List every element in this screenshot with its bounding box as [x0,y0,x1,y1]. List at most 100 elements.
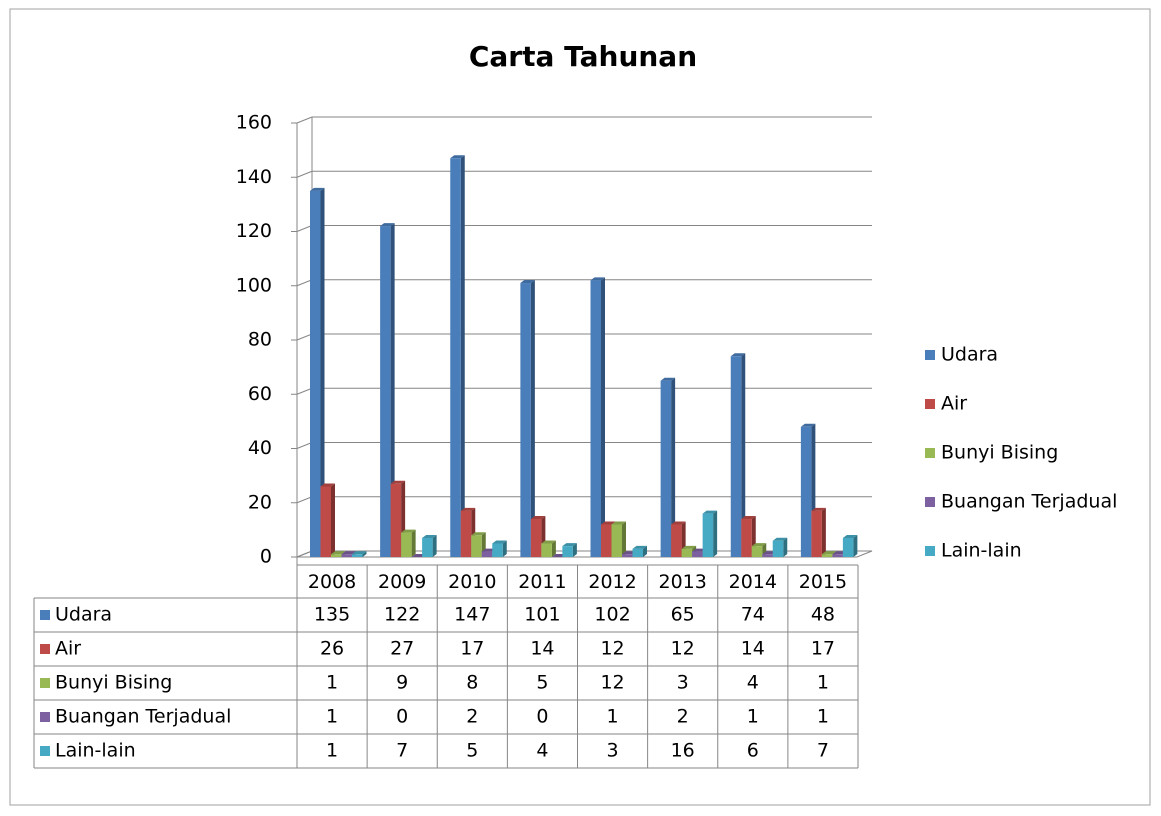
bar-side [821,507,826,557]
bar [492,543,503,557]
bar-top [352,551,367,555]
y-tick-label: 100 [236,274,272,296]
table-cell: 1 [326,706,338,728]
table-cell: 16 [671,740,695,762]
bar-top [632,545,647,549]
bar [450,158,461,557]
bar [800,426,812,557]
table-cell: 48 [811,604,835,626]
bar [622,554,633,557]
table-cell: 6 [747,740,759,762]
bar [530,519,542,557]
bar-side [783,537,788,557]
legend-label: Lain-lain [941,540,1022,562]
table-cell: 4 [747,672,759,694]
x-tick-label: 2014 [729,571,777,593]
table-row-label: Buangan Terjadual [55,706,231,728]
table-cell: 26 [320,638,344,660]
table-legend-key [40,610,50,620]
bar-top [660,377,676,381]
bar [601,524,612,557]
legend-label: Udara [941,344,998,366]
legend-key [925,497,935,507]
bar-top [471,532,486,536]
bar-top [492,540,507,544]
y-tick-label: 40 [248,437,272,459]
bar [471,535,482,557]
table-cell: 14 [530,638,554,660]
bar-side [502,540,507,557]
legend-key [925,350,935,360]
bar-side [622,521,626,557]
bar [390,483,402,557]
bar [460,510,472,557]
table-cell: 122 [384,604,420,626]
table-row-label: Lain-lain [55,740,136,762]
grid-line [296,333,313,341]
bar [671,524,682,557]
bar-top [530,516,546,520]
table-cell: 74 [741,604,765,626]
table-cell: 17 [811,638,835,660]
bar [632,548,643,557]
table-cell: 2 [677,706,689,728]
bar-side [432,535,437,557]
bar [702,513,714,557]
table-cell: 65 [671,604,695,626]
bar-top [460,507,476,511]
bar [730,356,742,557]
bar-top [671,521,686,525]
x-tick-label: 2015 [799,571,847,593]
grid-line [296,170,313,178]
bar [681,548,693,557]
table-cell: 0 [536,706,548,728]
bar-top [450,155,465,159]
bar [481,551,493,557]
y-tick-label: 0 [260,546,272,568]
bar [341,554,352,557]
legend-key [925,448,935,458]
y-tick-label: 160 [236,112,272,134]
bar-top [772,537,788,541]
bar [751,546,763,557]
bar [562,546,573,557]
bar-top [310,187,325,191]
bar [772,540,784,557]
table-cell: 3 [607,740,619,762]
bar-top [741,516,756,520]
grid-line [296,116,313,124]
bar-top [562,543,577,547]
y-tick-label: 140 [236,166,272,188]
bar-top [331,551,346,555]
bar-top [821,551,837,555]
bar-top [730,353,746,357]
table-cell: 1 [817,706,829,728]
table-cell: 2 [466,706,478,728]
table-cell: 1 [817,672,829,694]
bar-side [741,353,746,557]
y-tick-label: 20 [248,491,272,513]
table-legend-key [40,712,50,722]
bar-side [460,155,465,557]
grid-line [296,442,313,449]
bar [541,543,552,557]
bar-side [411,529,416,557]
bar [821,554,833,557]
bar-top [842,535,858,539]
table-cell: 5 [536,672,548,694]
x-tick-label: 2009 [378,571,426,593]
bar-side [601,277,605,557]
bar [692,551,703,557]
table-row-label: Udara [55,604,112,626]
x-tick-label: 2010 [448,571,496,593]
bar-top [380,223,395,227]
bar-side [331,483,335,557]
table-legend-key [40,678,50,688]
x-tick-label: 2011 [518,571,566,593]
table-cell: 101 [524,604,560,626]
bar-top [401,529,416,533]
table-cell: 1 [747,706,759,728]
bar-top [341,551,356,555]
grid-line [296,279,313,287]
bar-top [702,510,718,514]
